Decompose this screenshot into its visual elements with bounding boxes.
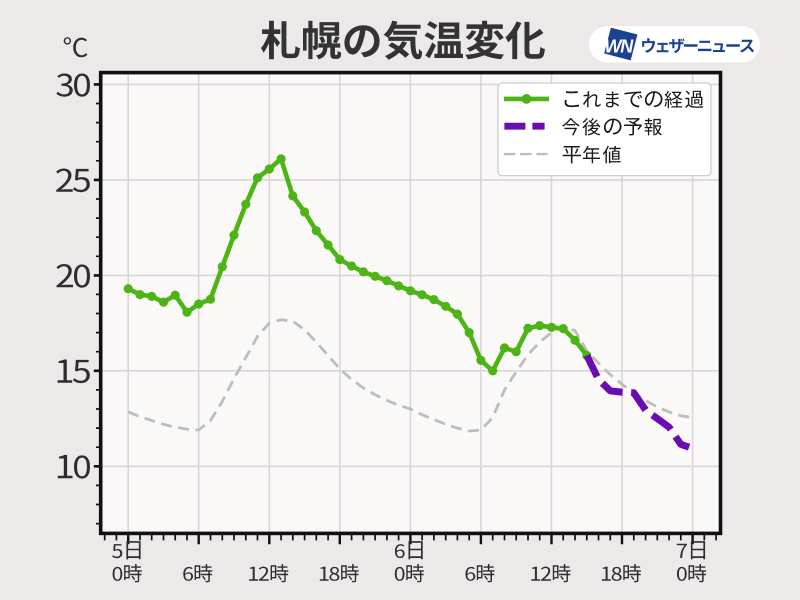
svg-text:WN: WN: [605, 37, 635, 57]
